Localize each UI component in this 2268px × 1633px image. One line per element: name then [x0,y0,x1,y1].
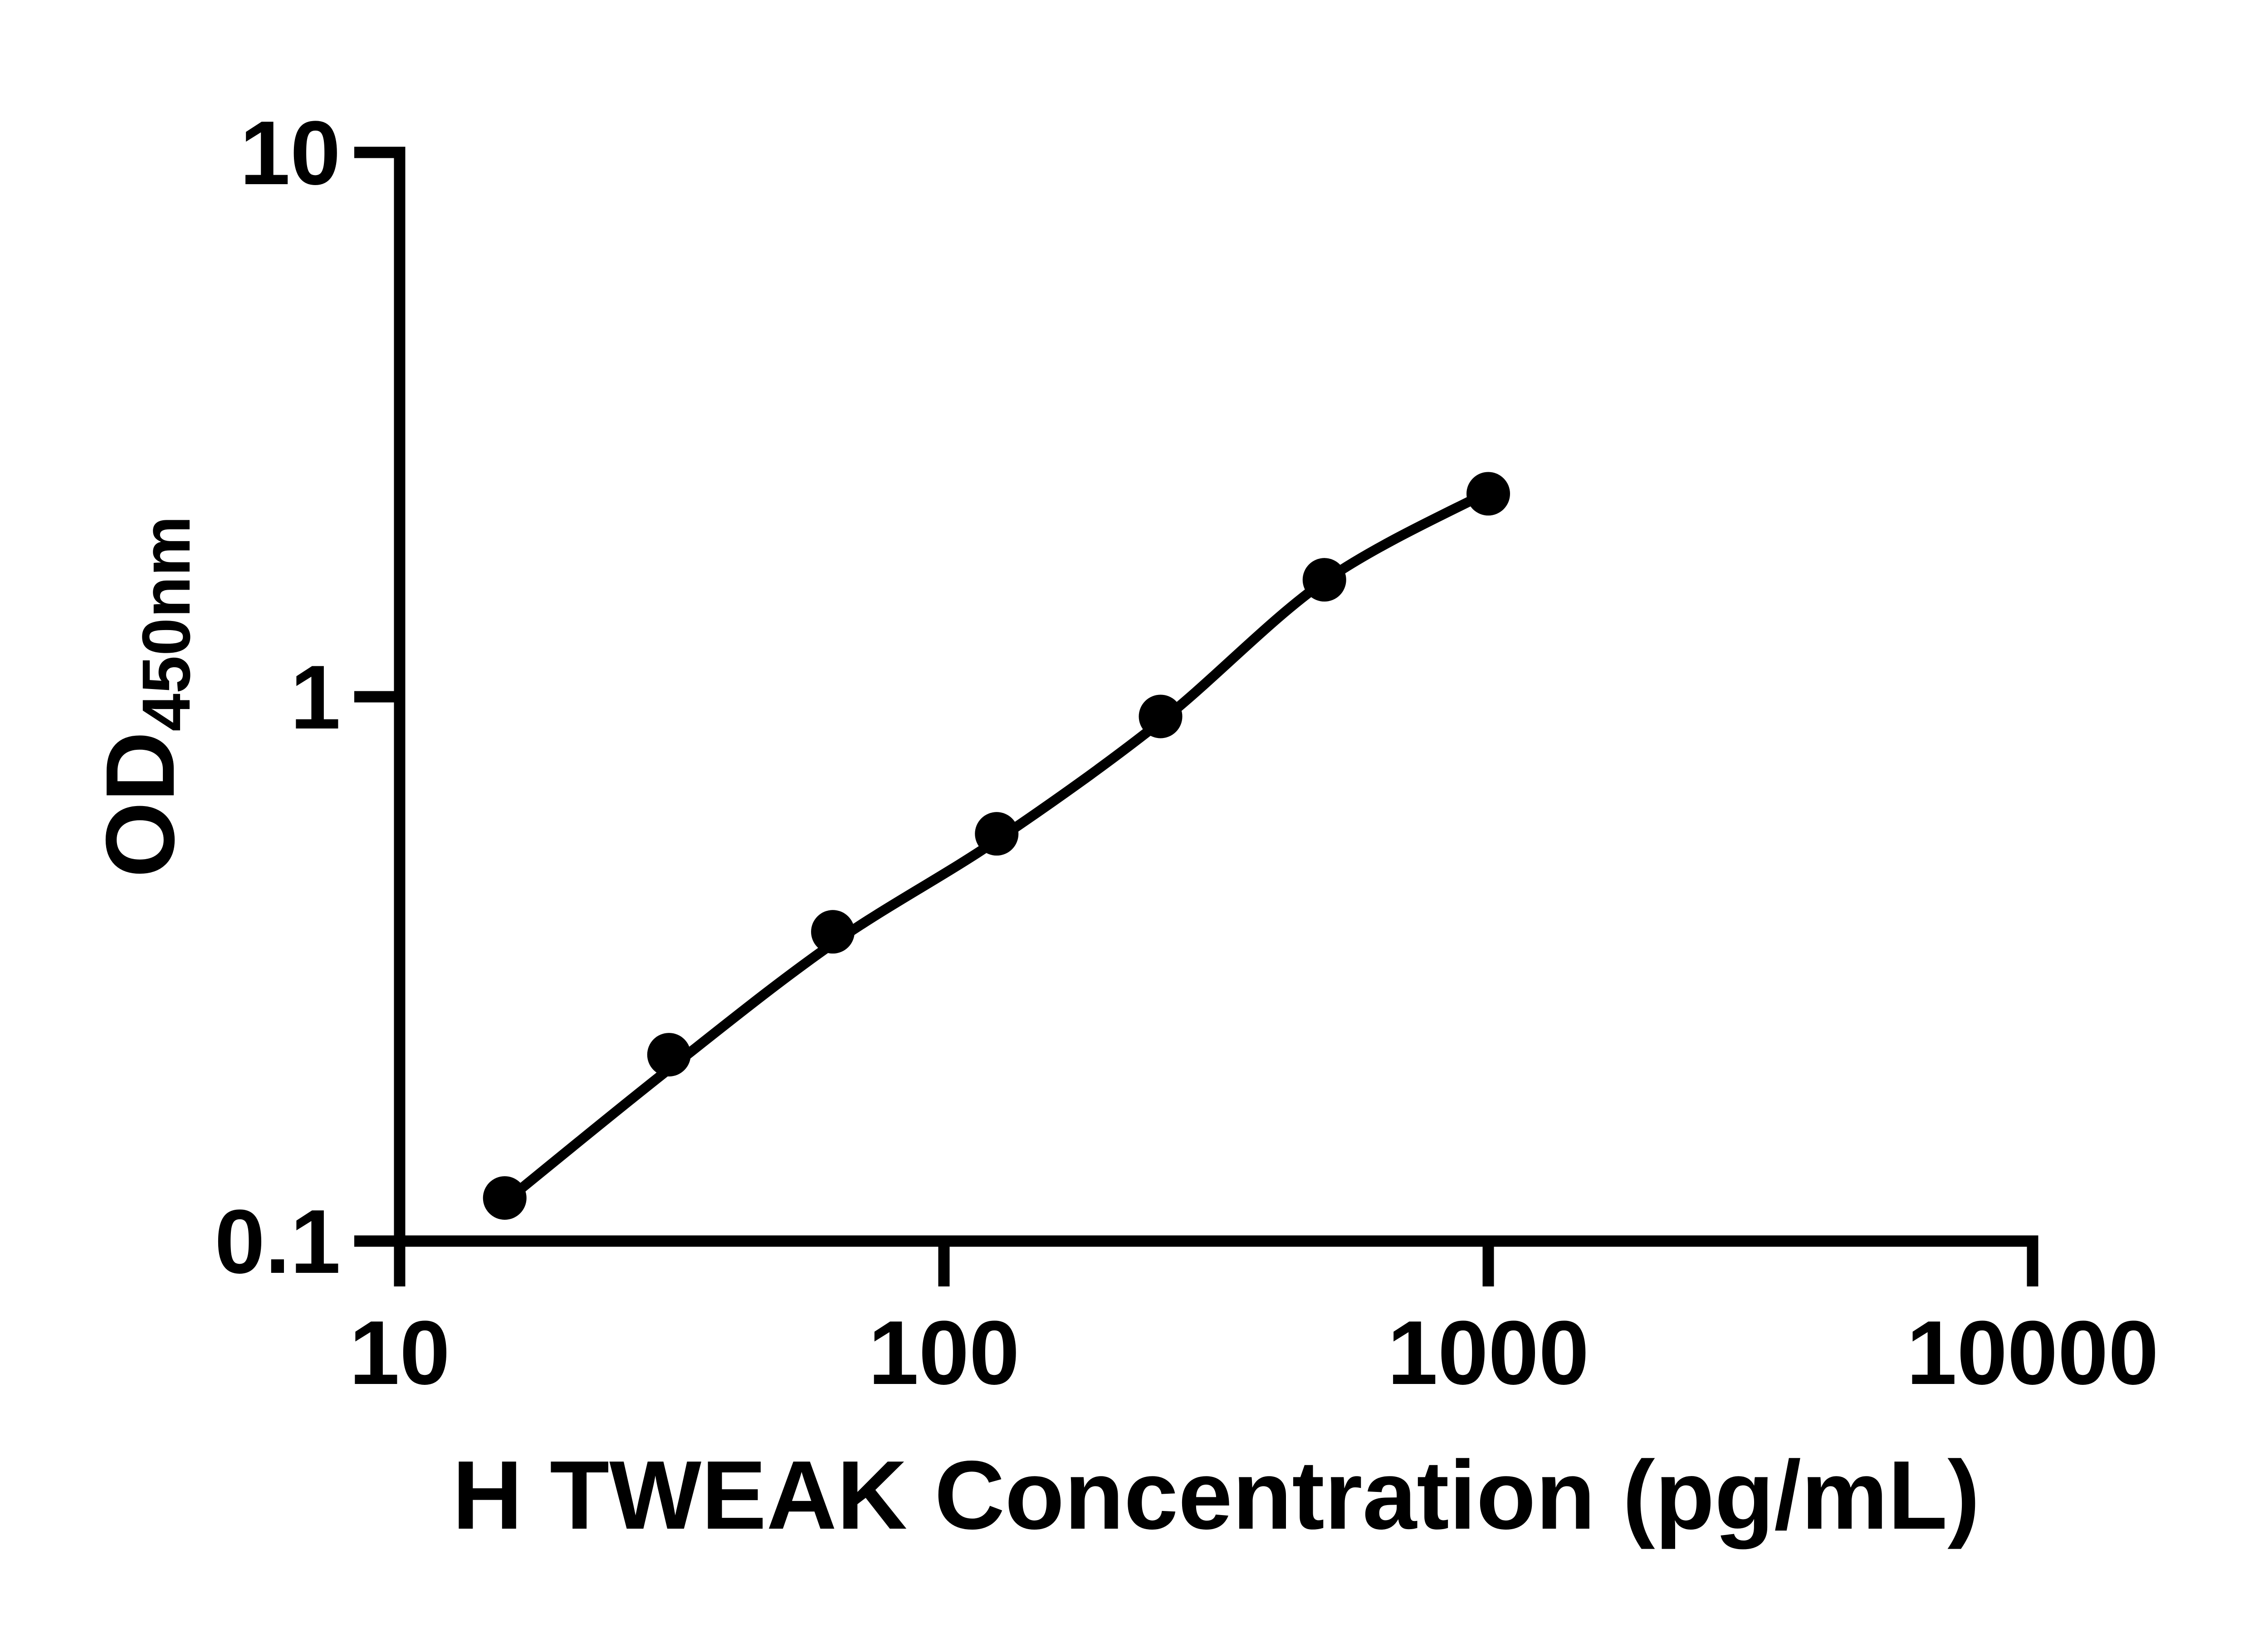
y-axis-title-subscript: 450nm [128,516,204,731]
x-tick-label-1000: 1000 [1388,1302,1589,1403]
data-point [647,1033,691,1077]
data-point [811,910,855,954]
data-point [1139,694,1183,738]
y-tick-label-0.1: 0.1 [215,1191,341,1292]
x-tick-label-100: 100 [868,1302,1020,1403]
data-point [1466,472,1510,516]
x-axis-line [354,1235,2038,1286]
data-points [483,472,1510,1220]
data-point [483,1176,527,1220]
x-tick-label-10: 10 [349,1302,450,1403]
y-axis-title: OD450nm [85,516,204,878]
x-axis-title: H TWEAK Concentration (pg/mL) [452,1440,1980,1550]
data-point [975,812,1019,856]
x-tick-label-10000: 10000 [1906,1302,2159,1403]
x-axis-tick-labels: 10 100 1000 10000 [349,1302,2159,1403]
data-point [1302,558,1346,602]
y-axis-title-main: OD [85,731,195,878]
axes [354,147,2038,1286]
y-tick-label-1: 1 [290,647,341,748]
y-axis-line [354,147,406,1286]
y-tick-label-10: 10 [240,103,341,204]
y-axis-tick-labels: 0.1 1 10 [215,103,341,1292]
axis-tick-marks [354,691,1494,1286]
